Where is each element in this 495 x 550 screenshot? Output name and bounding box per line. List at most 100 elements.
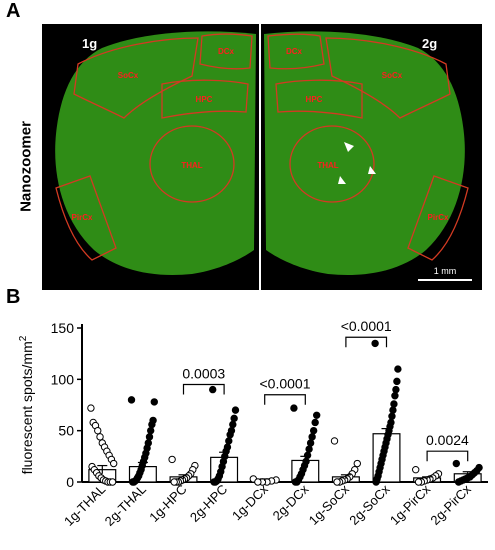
data-point bbox=[109, 459, 118, 468]
arrowhead-marker bbox=[368, 166, 376, 174]
arrowhead-marker bbox=[344, 142, 354, 152]
data-point bbox=[210, 478, 218, 486]
right-dcx-label: DCx bbox=[286, 47, 303, 56]
data-point bbox=[391, 392, 399, 400]
data-point bbox=[311, 418, 319, 427]
left-thal-label: THAL bbox=[181, 161, 202, 170]
data-point bbox=[96, 433, 104, 441]
right-hpc-outline bbox=[275, 79, 363, 119]
data-point bbox=[145, 433, 154, 441]
left-dcx-outline bbox=[199, 33, 253, 70]
data-point bbox=[254, 478, 262, 486]
data-point bbox=[392, 385, 400, 394]
x-tick-label: 2g-HPC bbox=[187, 482, 230, 525]
left-hpc-label: HPC bbox=[196, 95, 213, 104]
scale-bar-label: 1 mm bbox=[434, 266, 457, 276]
y-tick-label: 100 bbox=[51, 371, 75, 387]
x-tick-label: 1g-DCx bbox=[229, 481, 271, 523]
data-point bbox=[308, 433, 316, 441]
data-point bbox=[412, 465, 420, 474]
data-point bbox=[388, 412, 396, 420]
x-tick-label: 1g-HPC bbox=[146, 482, 189, 525]
left-thal-outline bbox=[149, 125, 235, 203]
comparison-bracket bbox=[345, 336, 388, 348]
brain-micrograph: 1g 2g DCx SoCx HPC THAL PirCx DCx SoCx H… bbox=[42, 24, 482, 290]
right-pircx-label: PirCx bbox=[428, 213, 449, 222]
x-tick-label: 2g-THAL bbox=[102, 482, 149, 529]
nanozoomer-label: Nanozoomer bbox=[17, 121, 35, 212]
right-socx-label: SoCx bbox=[382, 71, 403, 80]
data-point bbox=[87, 404, 95, 412]
comparison-bracket bbox=[264, 394, 306, 405]
p-value-label: 0.0003 bbox=[182, 365, 225, 381]
left-dcx-label: DCx bbox=[218, 47, 235, 56]
p-value-label: <0.0001 bbox=[260, 376, 311, 392]
left-socx-outline bbox=[73, 37, 199, 119]
x-tick-label: 1g-SoCx bbox=[306, 481, 353, 528]
data-point bbox=[372, 478, 380, 486]
left-pircx-outline bbox=[55, 175, 117, 261]
data-point bbox=[305, 445, 313, 453]
data-point bbox=[127, 396, 136, 404]
right-socx-outline bbox=[325, 37, 451, 119]
data-point bbox=[290, 404, 298, 412]
data-point bbox=[333, 478, 341, 486]
left-hemisphere-tissue bbox=[55, 31, 257, 275]
left-pircx-label: PirCx bbox=[72, 213, 93, 222]
y-tick-label: 0 bbox=[66, 474, 74, 490]
data-point bbox=[330, 437, 339, 445]
y-axis-label-superscript: 2 bbox=[18, 335, 29, 341]
data-point bbox=[108, 478, 117, 486]
data-point bbox=[306, 439, 315, 447]
data-point bbox=[454, 478, 463, 486]
x-tick-label: 1g-PirCx bbox=[387, 481, 434, 528]
data-point bbox=[146, 426, 155, 435]
data-point bbox=[229, 420, 237, 429]
left-socx-label: SoCx bbox=[118, 71, 139, 80]
data-point bbox=[225, 437, 233, 445]
data-point bbox=[209, 385, 217, 394]
y-axis-label: fluorescent spots/mm2 bbox=[18, 335, 35, 474]
right-hpc-label: HPC bbox=[306, 95, 323, 104]
data-point bbox=[168, 455, 176, 464]
right-hemisphere-label: 2g bbox=[422, 36, 437, 51]
data-point bbox=[353, 459, 361, 468]
data-point bbox=[389, 406, 397, 414]
data-point bbox=[150, 398, 158, 406]
x-tick-label: 2g-PirCx bbox=[427, 481, 474, 528]
right-dcx-outline bbox=[267, 33, 325, 70]
data-point bbox=[312, 411, 321, 419]
left-hpc-outline bbox=[161, 79, 249, 119]
comparison-bracket bbox=[426, 450, 469, 462]
data-point bbox=[452, 459, 461, 468]
data-point bbox=[226, 431, 234, 439]
data-point bbox=[94, 426, 102, 435]
p-value-label: <0.0001 bbox=[341, 318, 392, 334]
panel-b-label: B bbox=[6, 286, 21, 308]
data-point bbox=[170, 478, 178, 486]
data-point bbox=[371, 339, 379, 348]
right-pircx-outline bbox=[407, 175, 469, 261]
y-tick-label: 150 bbox=[51, 320, 75, 336]
data-point bbox=[309, 426, 318, 435]
arrowhead-marker bbox=[338, 176, 346, 184]
data-point bbox=[414, 478, 423, 486]
left-hemisphere-label: 1g bbox=[82, 36, 97, 51]
right-thal-label: THAL bbox=[317, 161, 338, 170]
data-point bbox=[394, 365, 402, 373]
comparison-bracket bbox=[182, 383, 225, 395]
p-value-label: 0.0024 bbox=[426, 432, 469, 448]
data-point bbox=[231, 406, 240, 414]
data-point bbox=[230, 414, 238, 423]
data-point bbox=[291, 478, 300, 486]
panel-a-label: A bbox=[6, 0, 21, 22]
right-hemisphere-tissue bbox=[264, 31, 465, 275]
data-point bbox=[393, 377, 401, 386]
x-tick-label: 2g-SoCx bbox=[346, 481, 393, 528]
right-thal-outline bbox=[289, 125, 375, 203]
y-tick-label: 50 bbox=[58, 423, 74, 439]
data-point bbox=[129, 478, 137, 486]
data-point bbox=[148, 420, 156, 429]
data-point bbox=[390, 400, 398, 408]
